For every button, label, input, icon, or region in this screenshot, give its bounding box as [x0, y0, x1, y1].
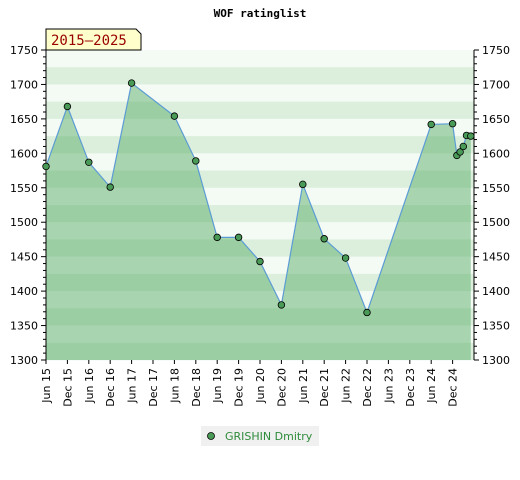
x-tick-label: Jun 23	[382, 368, 395, 404]
x-tick-label: Jun 18	[168, 368, 181, 404]
data-point	[341, 254, 350, 262]
x-tick-label: Dec 17	[147, 368, 160, 407]
y-tick-label-right: 1600	[482, 147, 510, 160]
y-axis-left: 1300 1350 1400 1450 1500 1550 1600 1650 1700 1750	[10, 44, 46, 367]
y-tick-label-left: 1450	[10, 251, 38, 264]
y-tick-label-right: 1300	[482, 354, 510, 367]
data-point	[170, 112, 179, 120]
y-tick-label-left: 1700	[10, 78, 38, 91]
x-tick-label: Dec 21	[318, 368, 331, 407]
band	[46, 67, 474, 85]
y-tick-label-right: 1350	[482, 320, 510, 333]
data-point	[63, 102, 72, 111]
legend-label: GRISHIN Dmitry	[225, 430, 313, 443]
data-points	[42, 79, 475, 317]
y-tick-label-right: 1500	[482, 216, 510, 229]
y-tick-label-left: 1500	[10, 216, 38, 229]
x-tick-label: Jun 17	[126, 368, 139, 404]
y-tick-label-left: 1350	[10, 320, 38, 333]
y-tick-label-left: 1650	[10, 113, 38, 126]
band	[46, 136, 474, 154]
y-tick-label-left: 1750	[10, 44, 38, 57]
y-tick-label-left: 1400	[10, 285, 38, 298]
data-point	[127, 79, 136, 87]
data-point	[320, 235, 328, 243]
y-tick-label-left: 1600	[10, 147, 38, 160]
data-point	[42, 162, 50, 171]
axes	[45, 50, 475, 360]
y-tick-label-left: 1550	[10, 182, 38, 195]
y-axis-right: 1300 1350 1400 1450 1500 1550 1600 1650 1700 1750	[474, 44, 510, 367]
x-tick-label: Jun 20	[254, 368, 267, 404]
x-tick-label: Dec 19	[233, 368, 246, 407]
data-point	[459, 142, 467, 151]
x-tick-label: Dec 20	[275, 368, 288, 407]
x-axis: Jun 15 Dec 15 Jun 16 Dec 16 Jun 17 Dec 17 Jun …	[40, 360, 460, 407]
x-tick-label: Jun 19	[211, 368, 224, 404]
x-tick-label: Jun 21	[297, 368, 310, 404]
data-point	[213, 233, 221, 242]
x-tick-label: Jun 15	[40, 368, 53, 404]
y-tick-label-right: 1650	[482, 113, 510, 126]
data-point	[427, 120, 435, 129]
x-tick-label: Dec 24	[447, 368, 460, 407]
period-badge-label: 2015–2025	[51, 33, 127, 49]
data-point	[456, 148, 464, 156]
data-point	[363, 308, 371, 317]
x-tick-label: Dec 23	[404, 368, 417, 407]
data-point	[192, 157, 200, 165]
band	[46, 118, 474, 137]
band	[46, 50, 474, 68]
x-tick-label: Dec 15	[61, 368, 74, 407]
x-tick-label: Dec 18	[190, 368, 203, 407]
band	[46, 101, 474, 120]
legend-marker	[207, 432, 215, 440]
y-tick-label-right: 1750	[482, 44, 510, 57]
data-point	[85, 158, 93, 166]
period-badge: 2015–2025	[45, 28, 142, 51]
data-point	[256, 257, 264, 266]
y-tick-label-right: 1450	[482, 251, 510, 264]
band	[46, 84, 474, 102]
data-point	[234, 233, 243, 242]
chart-title: WOF ratinglist	[214, 7, 307, 20]
x-tick-label: Dec 22	[361, 368, 374, 407]
x-tick-label: Jun 22	[340, 368, 353, 404]
y-tick-label-right: 1400	[482, 285, 510, 298]
x-tick-label: Dec 16	[104, 368, 117, 407]
data-point	[277, 301, 286, 309]
data-point	[299, 180, 307, 189]
legend: GRISHIN Dmitry	[201, 426, 319, 446]
x-tick-label: Jun 16	[83, 368, 96, 404]
x-tick-label: Jun 24	[425, 368, 438, 404]
area-fill	[46, 83, 471, 360]
data-point	[467, 132, 475, 140]
data-point	[106, 183, 114, 191]
data-point	[448, 120, 457, 128]
band	[46, 153, 474, 171]
y-tick-label-right: 1550	[482, 182, 510, 195]
y-tick-label-right: 1700	[482, 78, 510, 91]
y-tick-label-left: 1300	[10, 354, 38, 367]
